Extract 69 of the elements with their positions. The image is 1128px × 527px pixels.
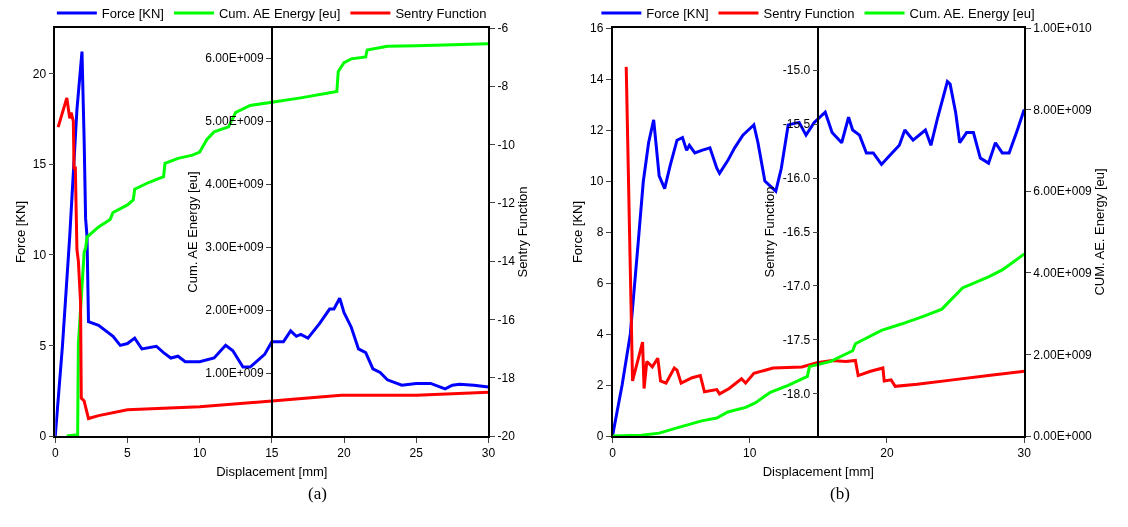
y-tick-label: 10 xyxy=(32,247,47,262)
legend-label: Force [KN] xyxy=(646,6,709,22)
y3-tick-label: 4.00E+009 xyxy=(1033,266,1093,280)
y2-tick-label: 6.00E+009 xyxy=(205,51,265,66)
legend-label: Cum. AE. Energy [eu] xyxy=(909,6,1035,22)
x-tick-label: 20 xyxy=(880,446,894,461)
x-tick-label: 25 xyxy=(409,446,424,461)
y-tick-label: 6 xyxy=(596,276,604,291)
y2-tick-label: 3.00E+009 xyxy=(205,240,265,255)
y2-tick-label: -16.5 xyxy=(782,225,811,240)
x-axis-title: Displacement [mm] xyxy=(762,464,874,480)
x-tick-label: 0 xyxy=(51,446,59,461)
y-tick-label: 15 xyxy=(32,157,47,172)
y2-tick-label: 4.00E+009 xyxy=(205,177,265,192)
y3-tick-label: -20 xyxy=(497,429,516,444)
text: (a) xyxy=(308,484,327,503)
text: (b) xyxy=(830,484,850,503)
legend-label: Cum. AE Energy [eu] xyxy=(218,6,341,22)
y-tick-label: 12 xyxy=(589,123,604,138)
y-tick-label: 16 xyxy=(589,21,604,36)
y3-tick-label: -8 xyxy=(497,79,509,94)
x-tick-label: 5 xyxy=(124,446,132,461)
line-series xyxy=(624,65,1025,396)
y-tick-label: 5 xyxy=(39,338,47,353)
y3-tick-label: -6 xyxy=(497,21,509,36)
y3-tick-label: 6.00E+009 xyxy=(1033,184,1093,199)
x-tick-label: 30 xyxy=(481,446,496,461)
y2-tick-label: -16.0 xyxy=(782,171,811,186)
y-tick-label: 20 xyxy=(32,66,47,81)
y2-tick-label: 2.00E+009 xyxy=(205,303,265,318)
y3-tick-label: -18 xyxy=(497,370,516,385)
y-tick-label: 0 xyxy=(39,429,47,444)
x-tick-label: 20 xyxy=(337,446,352,461)
y2-axis-title: Sentry Function xyxy=(762,186,778,278)
y3-tick-label: -16 xyxy=(497,312,516,327)
legend-label: Sentry Function xyxy=(395,6,487,22)
y3-tick-label: -12 xyxy=(497,196,516,211)
y2-tick-label: -18.0 xyxy=(782,387,811,402)
y-axis-title: Force [KN] xyxy=(570,200,586,264)
y-tick-label: 8 xyxy=(596,225,604,240)
legend-label: Force [KN] xyxy=(101,6,164,22)
x-tick-label: 10 xyxy=(192,446,207,461)
y-tick-label: 2 xyxy=(596,378,604,393)
y-tick-label: 0 xyxy=(596,429,604,444)
x-axis-title: Displacement [mm] xyxy=(216,464,328,480)
y2-tick-label: -17.5 xyxy=(782,333,811,348)
y3-tick-label: 0.00E+000 xyxy=(1033,429,1093,444)
legend-label: Sentry Function xyxy=(763,6,855,22)
y-tick-label: 14 xyxy=(589,72,604,87)
y-tick-label: 4 xyxy=(596,327,604,342)
line-series xyxy=(56,96,489,421)
y-axis-title: Force [KN] xyxy=(13,200,29,264)
y3-tick-label: 8.00E+009 xyxy=(1033,102,1093,117)
x-tick-label: 15 xyxy=(265,446,279,461)
y3-axis-title: Sentry Function xyxy=(515,186,531,278)
y3-tick-label: 1.00E+010 xyxy=(1033,21,1093,36)
x-tick-label: 0 xyxy=(609,446,617,461)
y3-tick-label: -14 xyxy=(497,254,516,269)
y2-tick-label: 1.00E+009 xyxy=(205,366,265,381)
y3-tick-label: -10 xyxy=(497,137,516,152)
y3-tick-label: 2.00E+009 xyxy=(1033,347,1093,362)
x-tick-label: 10 xyxy=(743,446,757,461)
x-tick-label: 30 xyxy=(1017,446,1032,461)
line-series xyxy=(612,80,1025,436)
y2-tick-label: -17.0 xyxy=(782,279,811,294)
y2-tick-label: -15.0 xyxy=(782,63,811,78)
y2-axis-title: Cum. AE Energy [eu] xyxy=(184,171,200,293)
y-tick-label: 10 xyxy=(589,174,604,189)
y3-axis-title: CUM. AE. Energy [eu] xyxy=(1092,168,1108,296)
